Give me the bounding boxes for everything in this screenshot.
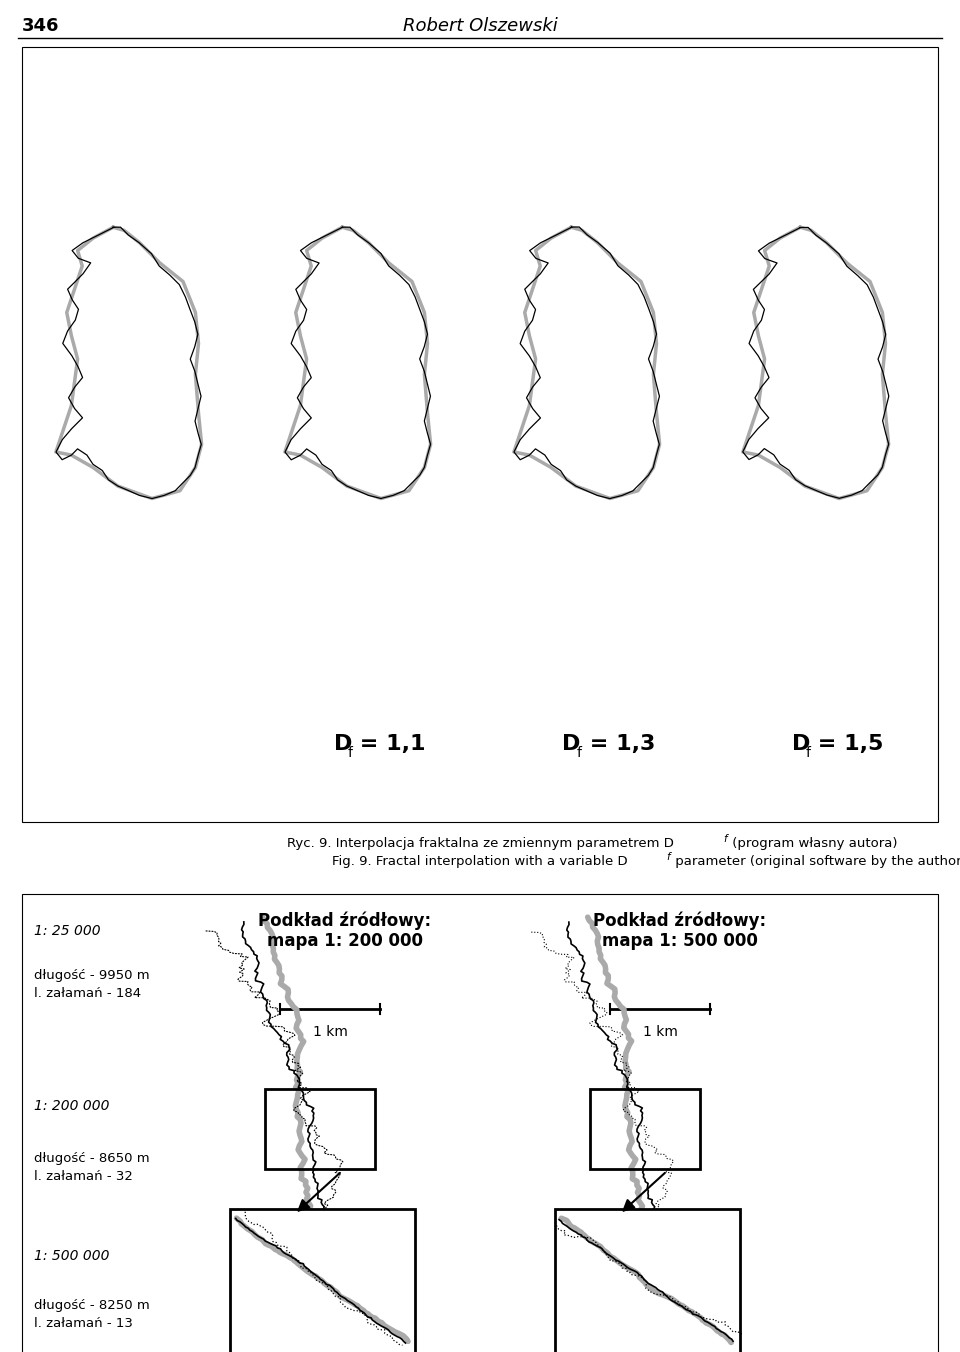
Text: f: f: [577, 746, 582, 760]
Bar: [590, 1088, 700, 1169]
Text: 1: 25 000: 1: 25 000: [34, 923, 101, 938]
Text: Ryc. 9. Interpolacja fraktalna ze zmiennym parametrem D: Ryc. 9. Interpolacja fraktalna ze zmienn…: [287, 837, 673, 850]
Text: (program własny autora): (program własny autora): [728, 837, 898, 850]
Text: f: f: [666, 852, 670, 863]
Text: Fig. 9. Fractal interpolation with a variable D: Fig. 9. Fractal interpolation with a var…: [332, 856, 628, 868]
Text: parameter (original software by the author): parameter (original software by the auth…: [671, 856, 960, 868]
Text: Robert Olszewski: Robert Olszewski: [402, 18, 558, 35]
Text: długość - 9950 m: długość - 9950 m: [34, 969, 150, 982]
Text: Podkład źródłowy:: Podkład źródłowy:: [593, 913, 767, 930]
Text: = 1,3: = 1,3: [582, 734, 655, 754]
Text: f: f: [723, 834, 727, 844]
Text: = 1,5: = 1,5: [810, 734, 884, 754]
Text: D: D: [791, 734, 810, 754]
Text: = 1,1: = 1,1: [352, 734, 426, 754]
Text: długość - 8650 m: długość - 8650 m: [34, 1152, 150, 1165]
Text: f: f: [805, 746, 810, 760]
Text: D: D: [333, 734, 352, 754]
Text: 1 km: 1 km: [642, 1025, 678, 1038]
Text: mapa 1: 500 000: mapa 1: 500 000: [602, 932, 758, 950]
Text: l. załamań - 32: l. załamań - 32: [34, 1169, 132, 1183]
Text: D: D: [563, 734, 581, 754]
Text: 1: 200 000: 1: 200 000: [34, 1099, 109, 1113]
Text: mapa 1: 200 000: mapa 1: 200 000: [267, 932, 423, 950]
Text: l. załamań - 184: l. załamań - 184: [34, 987, 141, 1000]
Bar: [555, 1209, 740, 1352]
Text: 1 km: 1 km: [313, 1025, 348, 1038]
Bar: [22, 47, 938, 822]
Bar: [230, 1209, 415, 1352]
Text: l. załamań - 13: l. załamań - 13: [34, 1317, 132, 1330]
Text: f: f: [348, 746, 352, 760]
Text: Podkład źródłowy:: Podkład źródłowy:: [258, 913, 432, 930]
Text: 346: 346: [22, 18, 60, 35]
Text: 1: 500 000: 1: 500 000: [34, 1249, 109, 1263]
Bar: [22, 894, 938, 1352]
Bar: [265, 1088, 375, 1169]
Text: długość - 8250 m: długość - 8250 m: [34, 1299, 150, 1311]
